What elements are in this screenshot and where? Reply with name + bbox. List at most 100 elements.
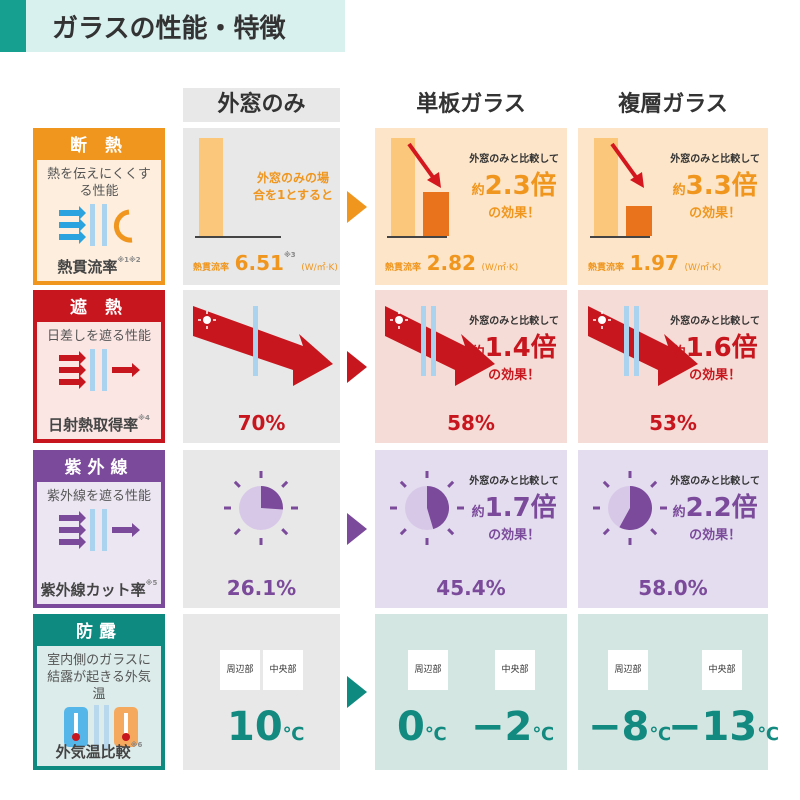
sun-ray [281, 528, 289, 536]
sun-ray [233, 528, 241, 536]
row-metric: 紫外線カット率※5 [37, 579, 161, 600]
u-value-unit: (W/㎡·K) [301, 263, 338, 273]
comparison-callout: 外窓のみと比較して 約1.6倍 の効果！ [670, 312, 760, 383]
approx-label: 約 [672, 183, 686, 198]
temp-unit: ℃ [532, 724, 555, 745]
sun-ray [602, 528, 610, 536]
solar-gain-value: 70% [237, 411, 286, 435]
multiplier: 1.7倍 [484, 493, 557, 523]
dew-temp-edge: −8℃ [588, 704, 671, 750]
baseline-bar [199, 138, 223, 236]
solar-gain-value: 53% [649, 411, 697, 435]
sun-ray [650, 528, 658, 536]
row-heading: 防露 [37, 618, 161, 646]
metric-label: 紫外線カット率 [40, 581, 146, 599]
cell-single-glass-2: 外窓のみと比較して約1.7倍の効果！ 45.4% [375, 450, 567, 608]
footnote: ※5 [145, 579, 158, 587]
description-text: 熱を伝えにくくする性能 [47, 167, 151, 199]
metric-label: 日射熱取得率 [48, 416, 139, 434]
tag-center: 中央部 [702, 650, 742, 690]
u-value: 熱貫流率 1.97 (W/㎡·K) [588, 251, 721, 275]
dew-temp-edge: 0℃ [397, 704, 447, 750]
approx-label: 約 [471, 183, 485, 198]
baseline-axis [195, 236, 281, 238]
row-label-0: 断 熱 熱を伝えにくくする性能 熱貫流率※1※2 [33, 128, 165, 285]
multiplier: 1.6倍 [685, 333, 758, 363]
value-bar [626, 206, 652, 236]
arrow-right-icon [347, 676, 367, 708]
heat-flow-icon [59, 204, 133, 246]
row-description: 熱を伝えにくくする性能 [41, 164, 157, 277]
page-title: ガラスの性能・特徴 [52, 14, 286, 44]
down-arrow-icon [407, 142, 441, 188]
tag-edge: 周辺部 [608, 650, 648, 690]
u-value: 熱貫流率 6.51※3 (W/㎡·K) [193, 251, 338, 275]
u-value-number: 6.51 [234, 251, 284, 275]
arrow-right-icon [347, 350, 367, 383]
comparison-callout: 外窓のみと比較して 約3.3倍 の効果！ [670, 150, 760, 221]
u-value-label: 熱貫流率 [385, 263, 422, 273]
comparison-callout: 外窓のみと比較して 約1.4倍 の効果！ [469, 312, 559, 383]
temp-unit: ℃ [649, 724, 672, 745]
cell-outer-window-3: 周辺部 中央部 10℃ [183, 614, 340, 770]
effect-text: の効果！ [689, 368, 742, 383]
column-header-single-glass: 単板ガラス [416, 92, 526, 117]
sun-arrow-icon [59, 349, 140, 391]
title-accent [0, 0, 26, 52]
row-description: 室内側のガラスに結露が起きる外気温 [41, 650, 157, 762]
u-value-label: 熱貫流率 [193, 263, 230, 273]
effect-text: の効果！ [488, 528, 541, 543]
temp-unit: ℃ [757, 724, 779, 745]
uv-cut-value: 26.1% [226, 576, 297, 600]
baseline-axis [590, 236, 650, 238]
sun-ray [447, 528, 455, 536]
tag-edge: 周辺部 [408, 650, 448, 690]
tag-center: 中央部 [263, 650, 303, 690]
pie-cut-slice [427, 486, 449, 530]
sun-ray [399, 480, 407, 488]
row-description: 日差しを遮る性能 [41, 326, 157, 435]
row-label-2: 紫外線 紫外線を遮る性能 紫外線カット率※5 [33, 450, 165, 608]
u-value-number: 1.97 [629, 251, 679, 275]
compare-text: 外窓のみと比較して [670, 476, 760, 487]
cell-single-glass-3: 周辺部 中央部 0℃ −2℃ [375, 614, 567, 770]
comparison-callout: 外窓のみと比較して 約2.3倍 の効果！ [469, 150, 559, 221]
sun-heat-arrow-icon [588, 306, 698, 386]
pie-cut-slice [261, 486, 283, 510]
sun-ray [399, 528, 407, 536]
temp-value: 10 [227, 704, 283, 750]
approx-label: 約 [471, 505, 485, 520]
tag-center: 中央部 [495, 650, 535, 690]
approx-label: 約 [471, 345, 485, 360]
cell-double-glass-2: 外窓のみと比較して 約2.2倍 の効果！ 58.0% [578, 450, 768, 608]
cell-single-glass-1: 外窓のみと比較して 約1.4倍 の効果！ 58% [375, 290, 567, 443]
metric-label: 熱貫流率 [57, 258, 118, 276]
uv-cut-value: 58.0% [638, 576, 708, 600]
cell-outer-window-2: 26.1% [183, 450, 340, 608]
solar-gain-value: 58% [447, 411, 495, 435]
baseline-bar [391, 138, 415, 236]
approx-label: 約 [672, 505, 686, 520]
title-bar [0, 0, 345, 52]
cell-outer-window-0: 外窓のみの場合を1とすると 熱貫流率 6.51※3 (W/㎡·K) [183, 128, 340, 285]
baseline-axis [387, 236, 447, 238]
compare-text: 外窓のみと比較して [469, 476, 559, 487]
value-bar [423, 192, 449, 236]
comparison-callout: 外窓のみと比較して約1.7倍の効果！ [469, 472, 559, 543]
row-label-1: 遮 熱 日差しを遮る性能 日射熱取得率※4 [33, 290, 165, 443]
dew-temp: 10℃ [227, 704, 304, 750]
multiplier: 3.3倍 [685, 171, 758, 201]
uv-cut-pie [390, 471, 464, 545]
effect-text: の効果！ [689, 528, 742, 543]
footnote: ※4 [138, 414, 150, 422]
description-text: 室内側のガラスに結露が起きる外気温 [47, 653, 151, 702]
dew-temp-center: −2℃ [471, 704, 554, 750]
uv-cut-pie [224, 471, 298, 545]
cell-double-glass-1: 外窓のみと比較して 約1.6倍 の効果！ 53% [578, 290, 768, 443]
u-value-unit: (W/㎡·K) [481, 263, 519, 273]
row-metric: 外気温比較※6 [37, 741, 161, 762]
row-heading: 紫外線 [37, 454, 161, 482]
sun-ray [281, 480, 289, 488]
uv-cut-value: 45.4% [436, 576, 506, 600]
row-heading: 断 熱 [37, 132, 161, 160]
